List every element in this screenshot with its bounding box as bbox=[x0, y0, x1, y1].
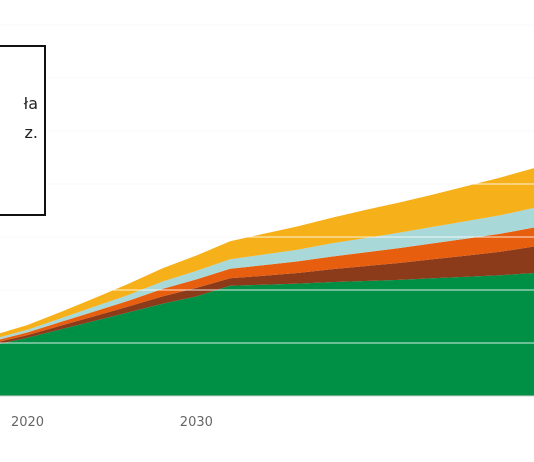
area-series-3 bbox=[0, 227, 534, 342]
gridlines-over-areas bbox=[0, 24, 534, 344]
area-series bbox=[0, 168, 534, 396]
area-series-4 bbox=[0, 207, 534, 340]
annotation-line-2: z. bbox=[24, 123, 38, 142]
x-axis-ticks: 2020 2030 bbox=[11, 415, 213, 430]
annotation-box: ła z. bbox=[0, 45, 46, 216]
annotation-line-1: ła bbox=[23, 94, 38, 113]
area-series-2 bbox=[0, 246, 534, 344]
x-tick-label: 2030 bbox=[180, 415, 213, 430]
x-tick-label: 2020 bbox=[11, 415, 44, 430]
area-series-1 bbox=[0, 273, 534, 396]
area-series-5 bbox=[0, 168, 534, 338]
